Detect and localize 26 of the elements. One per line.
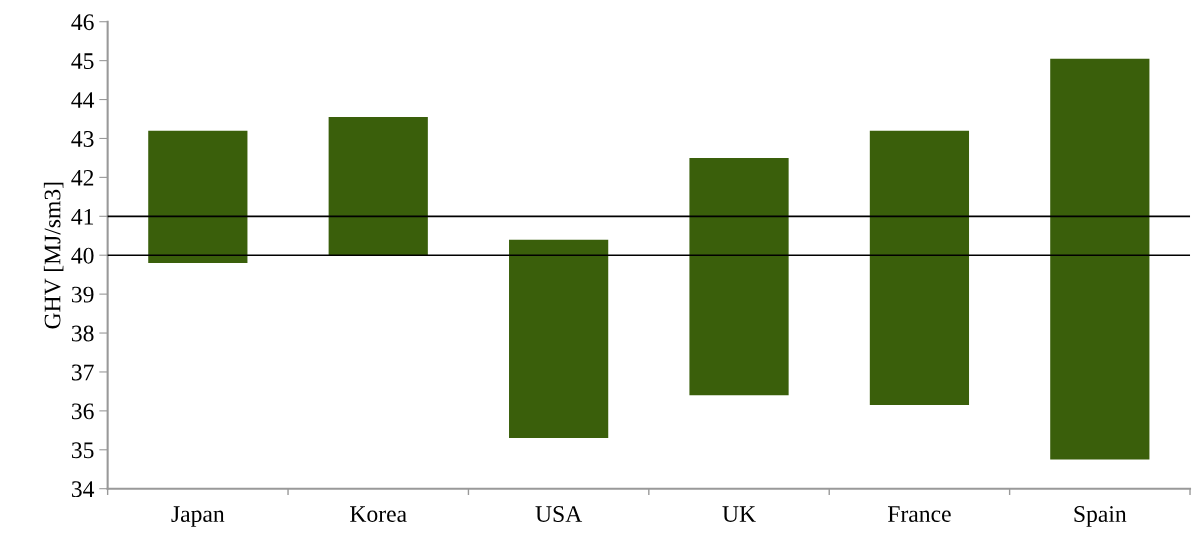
y-tick-label: 39 (71, 286, 94, 303)
x-tick-label: Spain (1074, 506, 1127, 527)
y-axis-title: GHV [MJ/sm3] (43, 182, 64, 329)
y-tick-label: 45 (71, 53, 94, 70)
y-tick-label: 46 (71, 14, 94, 31)
bar (509, 239, 609, 439)
bar (328, 117, 428, 256)
x-tick-label: USA (535, 506, 583, 522)
y-tick-label: 41 (71, 208, 94, 225)
x-tick-label: Korea (350, 506, 407, 522)
y-tick-label: 37 (71, 364, 94, 381)
y-tick-label: 44 (71, 92, 95, 108)
bar (689, 157, 789, 396)
x-tick-label: UK (722, 506, 756, 522)
y-tick-label: 38 (71, 325, 94, 342)
bar (148, 130, 248, 263)
y-tick-label: 40 (71, 247, 94, 264)
y-tick-label: 34 (71, 481, 95, 498)
y-tick-label: 43 (71, 131, 94, 147)
bar (869, 130, 970, 406)
x-tick-label: Japan (171, 506, 225, 527)
y-tick-label: 36 (71, 403, 94, 420)
y-tick-label: 42 (71, 169, 94, 186)
bar (1050, 58, 1150, 460)
y-tick-label: 35 (71, 442, 94, 459)
x-tick-label: France (887, 506, 951, 522)
